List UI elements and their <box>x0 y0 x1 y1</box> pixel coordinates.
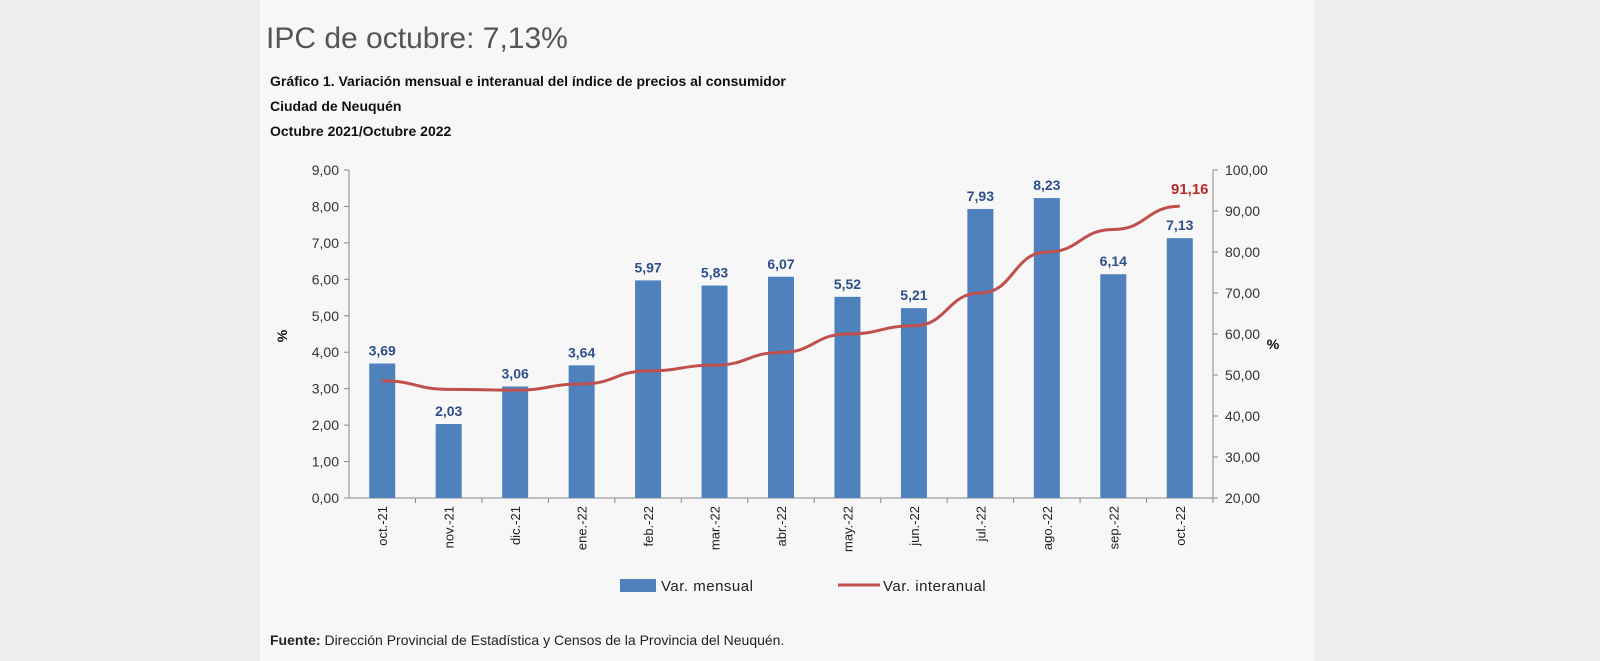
x-tick-label: nov.-21 <box>442 506 457 548</box>
y-left-tick-label: 9,00 <box>312 162 339 178</box>
bar <box>701 285 728 498</box>
bar <box>369 363 396 498</box>
bar-data-label: 2,03 <box>435 403 462 419</box>
y-left-tick-label: 6,00 <box>312 271 339 287</box>
y-left-tick-label: 5,00 <box>312 308 339 324</box>
bar-data-label: 5,83 <box>701 265 728 281</box>
x-tick-label: oct.-22 <box>1173 506 1188 546</box>
bar-data-label: 7,93 <box>967 188 994 204</box>
bar <box>1100 274 1127 498</box>
x-tick-label: ene.-22 <box>575 506 590 550</box>
bar-data-label: 5,21 <box>900 287 927 303</box>
bar <box>568 365 595 498</box>
y-right-axis-title: % <box>1267 336 1280 352</box>
y-right-tick-label: 70,00 <box>1225 285 1260 301</box>
bar <box>635 280 662 498</box>
bar <box>502 386 529 498</box>
x-tick-label: abr.-22 <box>774 506 789 546</box>
y-left-tick-label: 3,00 <box>312 381 339 397</box>
y-right-tick-label: 30,00 <box>1225 449 1260 465</box>
x-tick-label: ago.-22 <box>1040 506 1055 550</box>
bar <box>967 208 994 499</box>
y-left-tick-label: 2,00 <box>312 417 339 433</box>
x-tick-label: dic.-21 <box>508 506 523 545</box>
y-right-tick-label: 80,00 <box>1225 244 1260 260</box>
bar-data-label: 3,64 <box>568 344 595 360</box>
x-tick-label: feb.-22 <box>641 506 656 546</box>
legend-swatch-mensual <box>620 579 656 592</box>
chart-subtitle-period: Octubre 2021/Octubre 2022 <box>270 123 452 139</box>
y-right-tick-label: 50,00 <box>1225 367 1260 383</box>
y-left-axis-title: % <box>274 329 290 342</box>
bar <box>834 296 861 498</box>
y-right-tick-label: 40,00 <box>1225 408 1260 424</box>
legend-label-interanual: Var. interanual <box>883 578 986 595</box>
y-right-tick-label: 100,00 <box>1225 162 1268 178</box>
x-tick-label: jul.-22 <box>973 506 988 542</box>
y-left-tick-label: 8,00 <box>312 198 339 214</box>
bar <box>1033 198 1060 498</box>
x-tick-label: sep.-22 <box>1106 506 1121 549</box>
bar-data-label: 5,97 <box>634 259 661 275</box>
bar-data-label: 6,14 <box>1100 253 1127 269</box>
chart-subtitle-city: Ciudad de Neuquén <box>270 98 402 114</box>
y-left-tick-label: 4,00 <box>312 344 339 360</box>
x-tick-label: mar.-22 <box>708 506 723 550</box>
x-tick-label: jun.-22 <box>907 506 922 547</box>
bar-data-label: 8,23 <box>1033 177 1060 193</box>
source-text: Dirección Provincial de Estadística y Ce… <box>324 632 785 648</box>
bar <box>1166 238 1193 498</box>
bar-data-label: 3,69 <box>369 343 396 359</box>
line-last-data-label: 91,16 <box>1171 181 1209 198</box>
y-right-tick-label: 20,00 <box>1225 490 1260 506</box>
bar-data-label: 3,06 <box>502 365 529 381</box>
x-tick-label: may.-22 <box>840 506 855 552</box>
y-right-tick-label: 90,00 <box>1225 203 1260 219</box>
x-tick-label: oct.-21 <box>375 506 390 546</box>
bar-data-label: 7,13 <box>1166 217 1193 233</box>
bar-data-label: 6,07 <box>767 256 794 272</box>
page-title: IPC de octubre: 7,13% <box>266 22 568 55</box>
y-left-tick-label: 7,00 <box>312 235 339 251</box>
source-label: Fuente: <box>270 632 321 648</box>
y-right-tick-label: 60,00 <box>1225 326 1260 342</box>
legend-label-mensual: Var. mensual <box>661 578 753 595</box>
bar <box>435 424 462 498</box>
bar-data-label: 5,52 <box>834 276 861 292</box>
bar <box>768 276 794 498</box>
source-note: Fuente: Dirección Provincial de Estadíst… <box>270 632 784 648</box>
y-left-tick-label: 0,00 <box>312 490 339 506</box>
bar <box>900 308 927 498</box>
chart-title: Gráfico 1. Variación mensual e interanua… <box>270 73 786 89</box>
y-left-tick-label: 1,00 <box>312 454 339 470</box>
